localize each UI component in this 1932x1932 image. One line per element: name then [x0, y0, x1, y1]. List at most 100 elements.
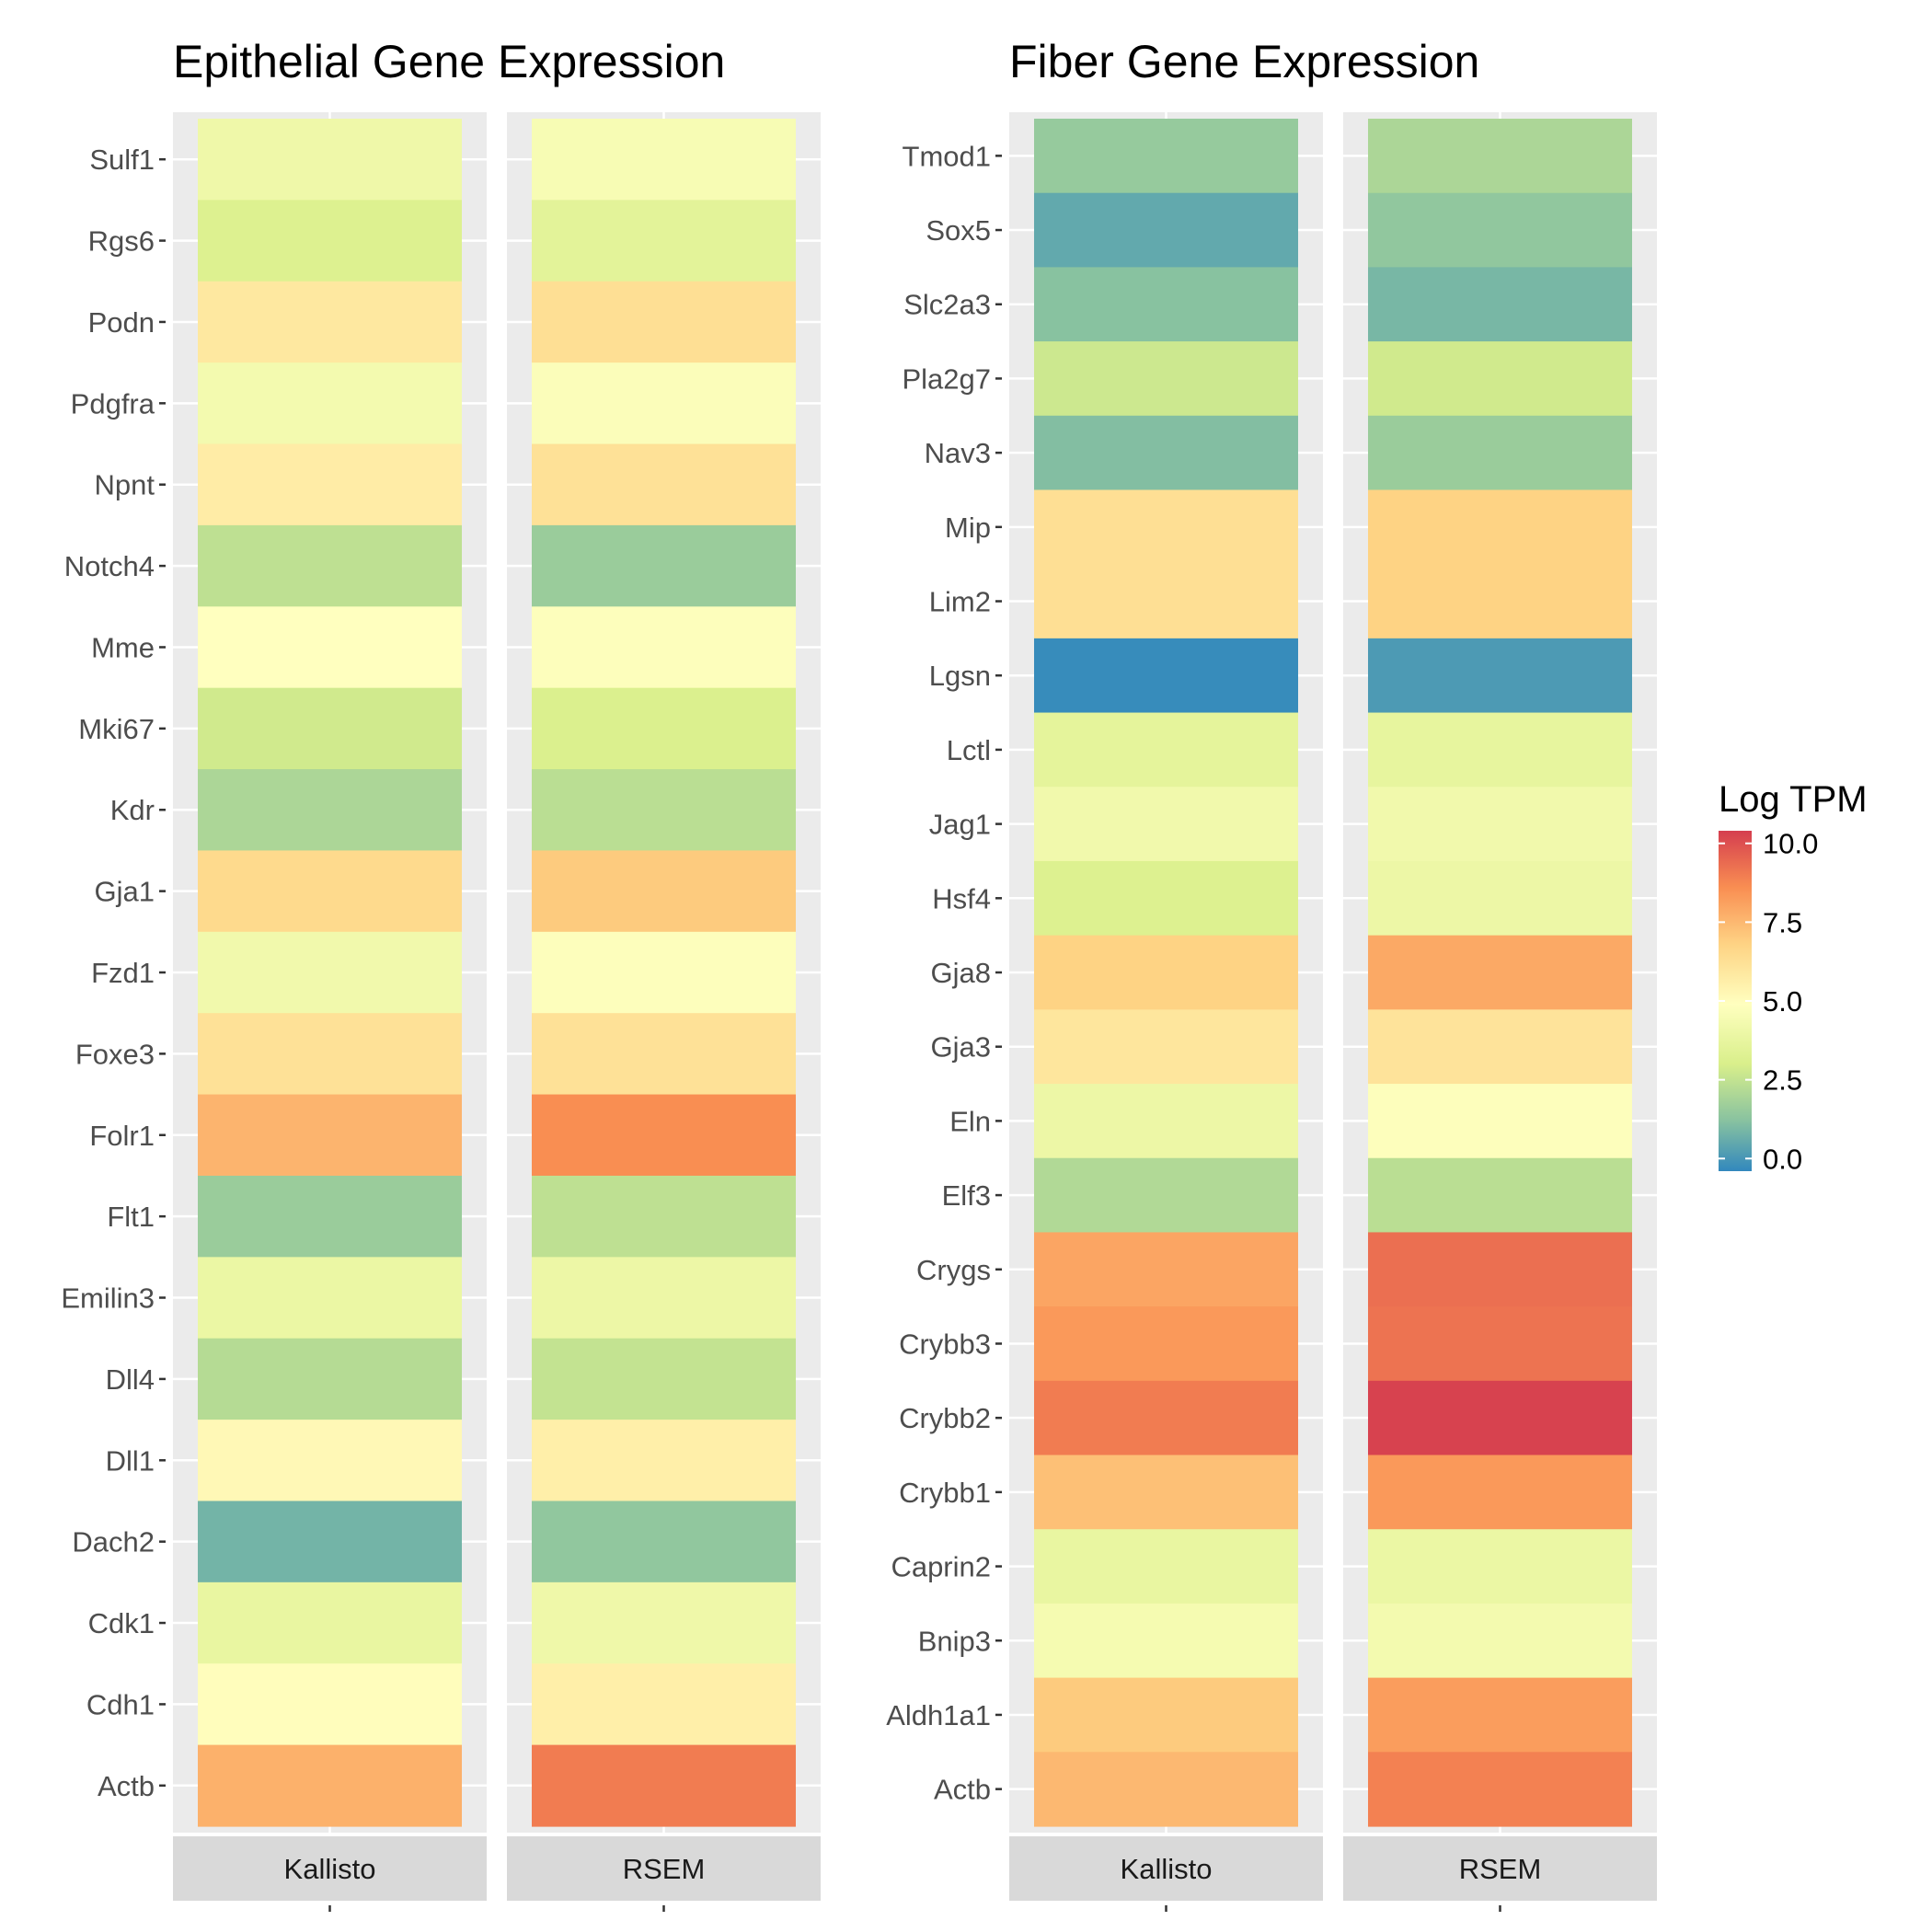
gene-label-lim2: Lim2: [929, 586, 991, 618]
gene-label-hsf4: Hsf4: [932, 882, 991, 914]
facet-rsem: RSEM: [507, 112, 821, 1912]
tile-caprin2-rsem: [1368, 1529, 1632, 1604]
gene-label-slc2a3: Slc2a3: [903, 289, 991, 321]
gene-label-eln: Eln: [949, 1105, 991, 1137]
tile-mme-kallisto: [198, 606, 462, 689]
tile-crygs-kallisto: [1034, 1232, 1298, 1307]
tile-notch4-kallisto: [198, 524, 462, 607]
facet-label: Kallisto: [1121, 1853, 1213, 1885]
gene-label-cdk1: Cdk1: [88, 1607, 155, 1639]
color-legend: Log TPM 10.0 7.5 5.0 2.5 0.0: [1719, 779, 1868, 1175]
tile-dll1-rsem: [532, 1420, 796, 1502]
facet-strip: [173, 1836, 487, 1901]
gene-label-gja3: Gja3: [931, 1031, 991, 1064]
tile-podn-kallisto: [198, 281, 462, 363]
tile-actb-rsem: [532, 1744, 796, 1827]
facet-rsem: RSEM: [1343, 112, 1657, 1912]
tile-rgs6-rsem: [532, 200, 796, 282]
tile-flt1-kallisto: [198, 1175, 462, 1258]
tile-cdk1-rsem: [532, 1581, 796, 1664]
gene-label-kdr: Kdr: [110, 794, 155, 826]
legend-tick-label: 2.5: [1763, 1064, 1802, 1097]
tile-mip-kallisto: [1034, 489, 1298, 565]
tile-slc2a3-rsem: [1368, 267, 1632, 342]
tile-crybb3-kallisto: [1034, 1306, 1298, 1382]
tile-rgs6-kallisto: [198, 200, 462, 282]
tile-mme-rsem: [532, 606, 796, 689]
tile-jag1-kallisto: [1034, 787, 1298, 862]
tile-npnt-kallisto: [198, 443, 462, 526]
tile-lgsn-kallisto: [1034, 638, 1298, 714]
gene-label-cdh1: Cdh1: [86, 1688, 155, 1720]
gene-label-crybb3: Crybb3: [899, 1328, 991, 1360]
tile-pla2g7-rsem: [1368, 341, 1632, 417]
tile-jag1-rsem: [1368, 787, 1632, 862]
tile-tmod1-kallisto: [1034, 119, 1298, 194]
gene-label-crybb1: Crybb1: [899, 1477, 991, 1509]
gene-label-fzd1: Fzd1: [91, 957, 155, 989]
tile-actb-kallisto: [1034, 1752, 1298, 1827]
gene-label-aldh1a1: Aldh1a1: [886, 1699, 991, 1731]
tile-hsf4-kallisto: [1034, 860, 1298, 937]
tile-sox5-kallisto: [1034, 192, 1298, 268]
tile-emilin3-rsem: [532, 1257, 796, 1340]
tile-elf3-rsem: [1368, 1157, 1632, 1234]
gene-label-flt1: Flt1: [107, 1201, 155, 1233]
tile-foxe3-kallisto: [198, 1013, 462, 1096]
tile-mki67-kallisto: [198, 687, 462, 770]
tile-dll1-kallisto: [198, 1420, 462, 1502]
gene-label-sulf1: Sulf1: [89, 144, 155, 176]
gene-label-foxe3: Foxe3: [75, 1038, 155, 1070]
tile-sox5-rsem: [1368, 192, 1632, 268]
tile-emilin3-kallisto: [198, 1257, 462, 1340]
tile-gja3-rsem: [1368, 1009, 1632, 1085]
tile-folr1-rsem: [532, 1094, 796, 1177]
tile-dll4-kallisto: [198, 1338, 462, 1420]
tile-lctl-kallisto: [1034, 712, 1298, 788]
tile-kdr-kallisto: [198, 769, 462, 852]
tile-cdh1-rsem: [532, 1663, 796, 1746]
gene-label-dll1: Dll1: [106, 1444, 155, 1477]
facet-label: Kallisto: [284, 1853, 376, 1885]
gene-label-npnt: Npnt: [95, 469, 155, 501]
tile-fzd1-kallisto: [198, 931, 462, 1014]
tile-notch4-rsem: [532, 524, 796, 607]
epithelial-panel: Epithelial Gene Expression Kallisto RSEM S…: [61, 36, 821, 1912]
tile-kdr-rsem: [532, 769, 796, 852]
fiber-title: Fiber Gene Expression: [1009, 36, 1479, 87]
tile-actb-rsem: [1368, 1752, 1632, 1827]
tile-crygs-rsem: [1368, 1232, 1632, 1307]
facet-label: RSEM: [623, 1853, 706, 1885]
legend-title: Log TPM: [1719, 779, 1868, 820]
gene-label-gja1: Gja1: [95, 876, 155, 908]
gene-label-dach2: Dach2: [72, 1526, 155, 1558]
tile-mip-rsem: [1368, 489, 1632, 565]
tile-hsf4-rsem: [1368, 860, 1632, 937]
tile-slc2a3-kallisto: [1034, 267, 1298, 342]
tile-pla2g7-kallisto: [1034, 341, 1298, 417]
tile-sulf1-kallisto: [198, 119, 462, 201]
tile-gja8-rsem: [1368, 935, 1632, 1010]
gene-label-dll4: Dll4: [106, 1363, 155, 1396]
tile-foxe3-rsem: [532, 1013, 796, 1096]
gene-label-mme: Mme: [91, 631, 155, 663]
gene-label-lgsn: Lgsn: [929, 660, 991, 692]
gene-label-mki67: Mki67: [78, 713, 155, 745]
gene-label-jag1: Jag1: [929, 809, 991, 841]
tile-gja1-kallisto: [198, 850, 462, 933]
tile-podn-rsem: [532, 281, 796, 363]
tile-dll4-rsem: [532, 1338, 796, 1420]
gene-label-tmod1: Tmod1: [903, 140, 991, 172]
tile-mki67-rsem: [532, 687, 796, 770]
tile-cdk1-kallisto: [198, 1581, 462, 1664]
gene-label-sox5: Sox5: [926, 214, 991, 247]
tile-elf3-kallisto: [1034, 1157, 1298, 1234]
tile-crybb1-kallisto: [1034, 1455, 1298, 1530]
tile-crybb2-rsem: [1368, 1380, 1632, 1456]
tile-lim2-kallisto: [1034, 564, 1298, 639]
tile-gja8-kallisto: [1034, 935, 1298, 1010]
gene-label-emilin3: Emilin3: [61, 1282, 155, 1315]
tile-dach2-kallisto: [198, 1501, 462, 1583]
tile-lim2-rsem: [1368, 564, 1632, 639]
